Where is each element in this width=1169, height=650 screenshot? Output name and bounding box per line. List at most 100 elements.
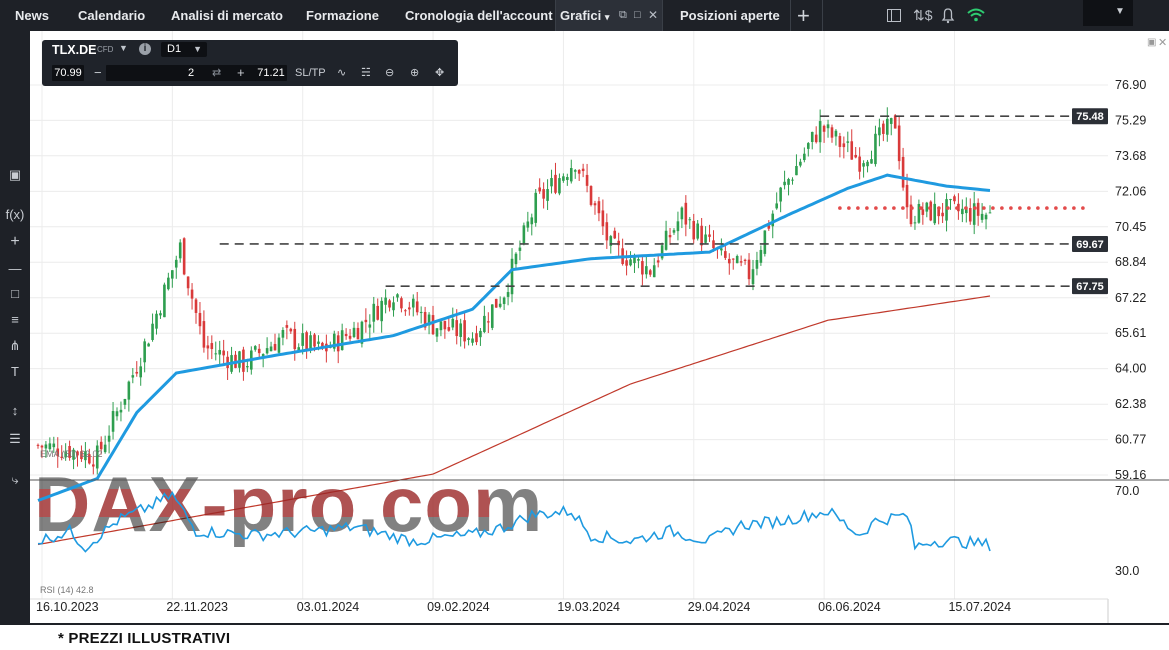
move-icon[interactable]: ✥ — [435, 67, 445, 79]
ask-price[interactable]: 71.21 — [255, 65, 287, 81]
line-chart-icon[interactable]: ∿ — [337, 67, 347, 79]
rsi-tick-label: 30.0 — [1115, 564, 1139, 578]
quantity-input[interactable]: 2 — [106, 65, 276, 81]
candle-body — [743, 259, 747, 261]
tab-cronologia-account[interactable]: Cronologia dell'account — [405, 8, 553, 23]
symbol-name[interactable]: TLX.DE — [52, 43, 97, 57]
dotted-level-point — [964, 206, 968, 210]
candle-body — [874, 133, 877, 165]
support-resistance-levels[interactable]: 75.48 69.67 67.75 — [219, 108, 1108, 295]
candle-body — [526, 221, 530, 228]
candle-body — [566, 177, 569, 180]
rectangle-icon[interactable]: □ — [11, 286, 19, 301]
candle-body — [257, 348, 261, 354]
zoom-in-icon[interactable]: ⊕ — [410, 67, 420, 79]
tab-analisi-di-mercato[interactable]: Analisi di mercato — [171, 8, 283, 23]
tab-news[interactable]: News — [15, 8, 49, 23]
candle-body — [498, 303, 502, 307]
candle-body — [301, 333, 304, 346]
chevron-down-icon[interactable]: ▾ — [604, 12, 610, 22]
layers-icon[interactable]: ☰ — [9, 431, 21, 446]
candle-body — [617, 240, 620, 246]
account-dropdown[interactable]: ▼ — [1083, 0, 1133, 26]
dotted-level-point — [946, 206, 950, 210]
dotted-level-point — [856, 206, 860, 210]
candle-body — [202, 321, 206, 348]
window-icon[interactable]: ▣ — [8, 167, 22, 182]
level-tag — [1072, 235, 1108, 252]
share-icon[interactable]: ⤷ — [11, 472, 19, 487]
candle-body — [44, 444, 48, 449]
plus-icon[interactable]: + — [797, 3, 810, 28]
candle-body — [115, 411, 119, 417]
candle-body — [435, 328, 439, 337]
tab-posizioni-aperte[interactable]: Posizioni aperte — [680, 8, 780, 23]
date-tick-label: 22.11.2023 — [166, 600, 228, 614]
candle-type-icon[interactable]: ☵ — [361, 67, 371, 79]
bid-price[interactable]: 70.99 — [52, 65, 84, 81]
restore-icon[interactable]: ▣ — [1147, 37, 1157, 48]
tab-grafici[interactable]: Grafici ▾ ⧉ □ ✕ — [556, 0, 662, 31]
crosshair-icon[interactable]: + — [10, 233, 20, 250]
candle-body — [475, 333, 478, 343]
candle-body — [735, 255, 739, 264]
chart-panel[interactable]: DAX-pro.com DAX-pro.com 75.48 69.67 67.75 7… — [30, 31, 1169, 623]
candle-body — [198, 312, 202, 327]
candle-body — [340, 330, 344, 351]
candle-body — [929, 201, 933, 221]
dotted-level-point — [1000, 206, 1004, 210]
candle-body — [830, 127, 834, 138]
ema-label: EMA (50) 62.02 — [40, 449, 103, 459]
minus-icon[interactable]: − — [94, 65, 102, 80]
dollar-settings-icon[interactable]: ⇅$ — [913, 7, 933, 23]
candle-body — [889, 118, 893, 124]
candle-body — [652, 265, 656, 278]
candle-body — [186, 276, 190, 289]
text-icon[interactable]: T — [11, 364, 19, 379]
candle-body — [759, 249, 763, 263]
dropdown-icon[interactable]: ▼ — [1115, 6, 1125, 17]
ema200-line — [37, 295, 991, 546]
close-tab-icon[interactable]: ✕ — [648, 8, 659, 22]
candle-body — [411, 298, 415, 308]
layout-icon[interactable] — [886, 0, 902, 31]
zoom-out-icon[interactable]: ⊖ — [385, 67, 395, 79]
plus-qty-icon[interactable]: + — [237, 65, 245, 80]
candle-body — [190, 289, 194, 299]
close-icon[interactable]: ✕ — [1158, 37, 1168, 49]
candle-body — [791, 179, 794, 181]
swap-icon[interactable]: ⇄ — [212, 67, 222, 79]
symbol-dropdown-icon[interactable]: ▼ — [119, 43, 128, 53]
candle-body — [309, 335, 312, 350]
candle-body — [569, 168, 573, 182]
instrument-type: CFD — [97, 45, 114, 54]
pitchfork-icon[interactable]: ⋔ — [9, 338, 21, 353]
info-icon[interactable]: i — [139, 43, 151, 55]
candle-body — [487, 321, 490, 323]
indicators-icon[interactable]: ↕ — [11, 403, 19, 418]
candle-body — [550, 178, 553, 187]
bell-icon[interactable] — [940, 0, 956, 31]
candle-body — [139, 366, 143, 378]
popout-icon[interactable]: ⧉ — [619, 9, 627, 21]
tab-formazione[interactable]: Formazione — [306, 8, 379, 23]
ema200-path — [37, 295, 991, 546]
candle-body — [858, 156, 861, 172]
candle-body — [637, 258, 640, 261]
candle-body — [779, 187, 782, 202]
candle-body — [483, 315, 486, 333]
dotted-level-point — [1054, 206, 1058, 210]
candle-body — [731, 258, 735, 260]
maximize-icon[interactable]: □ — [634, 9, 641, 21]
period-select[interactable]: D1 ▼ — [161, 42, 207, 57]
fibonacci-icon[interactable]: ≡ — [11, 312, 19, 327]
sltp-button[interactable]: SL/TP — [295, 67, 326, 79]
candle-body — [502, 297, 506, 305]
tab-calendario[interactable]: Calendario — [78, 8, 146, 23]
function-icon[interactable]: f(x) — [5, 207, 25, 222]
candle-body — [522, 225, 526, 244]
horizontal-line-icon[interactable]: — — [8, 261, 22, 276]
candle-body — [803, 153, 806, 161]
candle-body — [941, 212, 944, 217]
